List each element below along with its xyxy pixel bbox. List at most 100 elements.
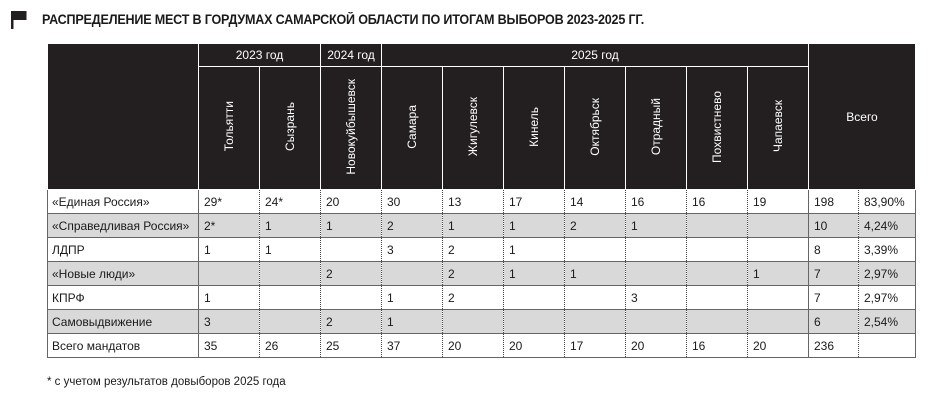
table-cell xyxy=(442,309,504,334)
table-cell xyxy=(259,285,321,310)
table-cell xyxy=(259,309,321,334)
table-cell xyxy=(320,237,382,262)
table-cell xyxy=(564,285,626,310)
city-header: Жигулевск xyxy=(442,66,504,190)
table-cell: 2 xyxy=(442,237,504,262)
table-cell xyxy=(381,261,443,286)
group-header-2025: 2025 год xyxy=(381,43,809,67)
table-cell: 25 xyxy=(320,333,382,358)
table-cell: 16 xyxy=(625,189,687,214)
table-cell: 2 xyxy=(442,285,504,310)
city-header: Новокуйбышевск xyxy=(320,66,382,190)
city-header: Чапаевск xyxy=(747,66,809,190)
share-cell: 2,54% xyxy=(858,309,916,334)
share-cell: 3,39% xyxy=(858,237,916,262)
table-cell: 20 xyxy=(625,333,687,358)
table-cell: 2 xyxy=(564,213,626,238)
share-cell: 2,97% xyxy=(858,261,916,286)
total-seats-cell: 8 xyxy=(808,237,859,262)
party-label: ЛДПР xyxy=(47,237,199,262)
share-cell: 83,90% xyxy=(858,189,916,214)
city-header-label: Октябрьск xyxy=(588,97,602,156)
table-cell: 1 xyxy=(625,213,687,238)
table-cell: 1 xyxy=(442,213,504,238)
table-cell xyxy=(564,309,626,334)
footnote: * с учетом результатов довыборов 2025 го… xyxy=(47,376,286,388)
city-header-label: Тольятти xyxy=(222,101,236,152)
group-header-2023: 2023 год xyxy=(198,43,321,67)
city-header-label: Жигулевск xyxy=(466,96,480,157)
table-cell: 3 xyxy=(381,237,443,262)
total-seats-cell: 198 xyxy=(808,189,859,214)
title-row: РАСПРЕДЕЛЕНИЕ МЕСТ В ГОРДУМАХ САМАРСКОЙ … xyxy=(10,8,689,30)
total-seats-cell: 7 xyxy=(808,285,859,310)
table-cell: 1 xyxy=(259,237,321,262)
share-cell: 4,24% xyxy=(858,213,916,238)
table-cell: 20 xyxy=(503,333,565,358)
share-cell: 2,97% xyxy=(858,285,916,310)
table-cell: 1 xyxy=(381,309,443,334)
table-cell xyxy=(686,237,748,262)
table-cell xyxy=(198,261,260,286)
city-header: Отрадный xyxy=(625,66,687,190)
table-cell: 1 xyxy=(564,261,626,286)
table-cell xyxy=(625,237,687,262)
share-cell xyxy=(858,333,916,358)
table-cell: 1 xyxy=(198,237,260,262)
table-cell: 3 xyxy=(625,285,687,310)
table-cell: 26 xyxy=(259,333,321,358)
city-header: Тольятти xyxy=(198,66,260,190)
city-header-label: Сызрань xyxy=(283,101,297,152)
party-label: Всего мандатов xyxy=(47,333,199,358)
table-cell: 24* xyxy=(259,189,321,214)
table-cell: 29* xyxy=(198,189,260,214)
table-row: «Новые люди» 2 2 1 1 1 7 2,97% xyxy=(47,261,916,286)
table-cell: 20 xyxy=(320,189,382,214)
table-cell xyxy=(625,261,687,286)
party-label: «Справедливая Россия» xyxy=(47,213,199,238)
party-label: КПРФ xyxy=(47,285,199,310)
table-cell: 1 xyxy=(259,213,321,238)
table-row: Всего мандатов 35 26 25 37 20 20 17 20 16 20 236 xyxy=(47,333,916,358)
table-cell: 20 xyxy=(747,333,809,358)
table-cell xyxy=(747,237,809,262)
table-row: «Справедливая Россия» 2* 1 1 2 1 1 2 1 10 4,24% xyxy=(47,213,916,238)
table-row: Самовыдвижение 3 2 1 6 2,54% xyxy=(47,309,916,334)
total-seats-cell: 236 xyxy=(808,333,859,358)
corner-header xyxy=(47,43,199,190)
group-header-2024: 2024 год xyxy=(320,43,382,67)
table-row: ЛДПР 1 1 3 2 1 8 3,39% xyxy=(47,237,916,262)
table-cell: 1 xyxy=(747,261,809,286)
table-cell: 19 xyxy=(747,189,809,214)
party-label: «Единая Россия» xyxy=(47,189,199,214)
city-header-label: Кинель xyxy=(527,106,541,147)
table-cell xyxy=(686,261,748,286)
table-cell: 1 xyxy=(503,237,565,262)
table-cell: 35 xyxy=(198,333,260,358)
total-seats-cell: 10 xyxy=(808,213,859,238)
table-cell xyxy=(503,285,565,310)
table-cell: 2* xyxy=(198,213,260,238)
table-cell xyxy=(686,309,748,334)
table-cell: 20 xyxy=(442,333,504,358)
table-cell xyxy=(747,309,809,334)
city-header-label: Чапаевск xyxy=(771,100,785,153)
city-header: Самара xyxy=(381,66,443,190)
city-header: Кинель xyxy=(503,66,565,190)
table-cell xyxy=(259,261,321,286)
total-header: Всего xyxy=(808,43,916,190)
total-seats-cell: 7 xyxy=(808,261,859,286)
table-cell: 17 xyxy=(564,333,626,358)
party-label: Самовыдвижение xyxy=(47,309,199,334)
table-cell: 14 xyxy=(564,189,626,214)
table-cell xyxy=(747,285,809,310)
city-header: Похвистнево xyxy=(686,66,748,190)
total-seats-cell: 6 xyxy=(808,309,859,334)
table-cell xyxy=(503,309,565,334)
table-cell: 2 xyxy=(320,309,382,334)
table-cell: 1 xyxy=(320,213,382,238)
party-label: «Новые люди» xyxy=(47,261,199,286)
table-cell: 2 xyxy=(442,261,504,286)
table-cell xyxy=(320,285,382,310)
table-cell: 2 xyxy=(320,261,382,286)
